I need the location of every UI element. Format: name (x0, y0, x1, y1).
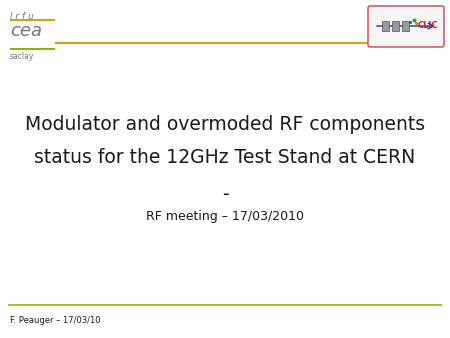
Text: Modulator and overmoded RF components: Modulator and overmoded RF components (25, 115, 425, 134)
Text: l r f u: l r f u (10, 12, 34, 21)
Text: cea: cea (10, 22, 42, 40)
Text: -: - (222, 185, 228, 204)
Text: status for the 12GHz Test Stand at CERN: status for the 12GHz Test Stand at CERN (34, 148, 416, 167)
Text: F. Peauger – 17/03/10: F. Peauger – 17/03/10 (10, 316, 100, 325)
Text: RF meeting – 17/03/2010: RF meeting – 17/03/2010 (146, 210, 304, 223)
Bar (402, 21, 409, 31)
Bar (392, 21, 399, 31)
Text: saclay: saclay (10, 52, 34, 61)
FancyBboxPatch shape (368, 6, 444, 47)
Bar (382, 21, 389, 31)
Text: CLIC: CLIC (418, 22, 438, 30)
